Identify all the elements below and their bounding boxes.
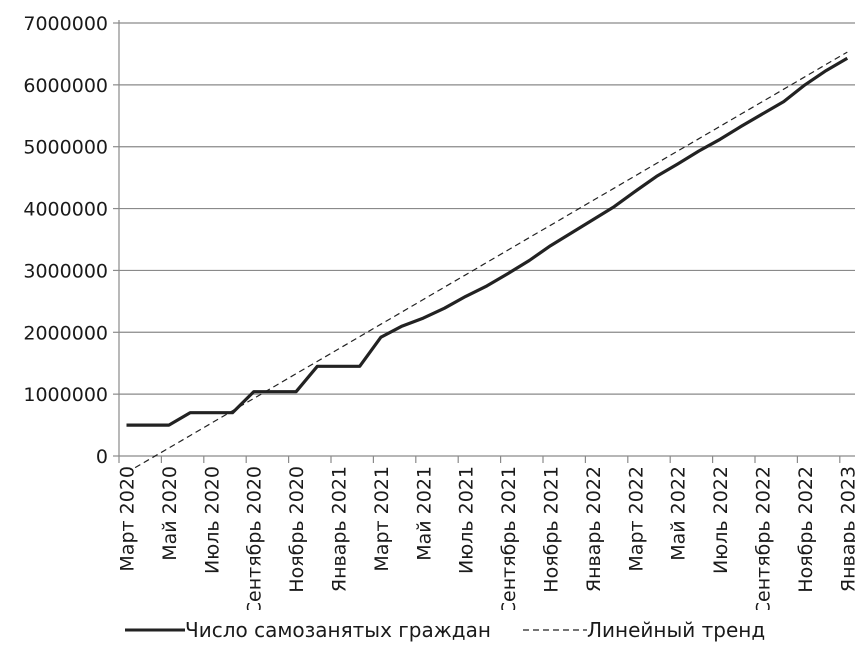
- legend-label-series-0: Число самозанятых граждан: [185, 618, 491, 642]
- series-line: [126, 56, 849, 427]
- x-tick-label: Май 2020: [159, 466, 181, 561]
- y-tick-label: 3000000: [23, 260, 108, 282]
- line-chart: 0 1000000 2000000 3000000 4000000 5000000 6000…: [23, 13, 855, 610]
- x-tick-label: Июль 2022: [710, 466, 732, 574]
- legend-item-series-1: Линейный тренд: [523, 610, 765, 650]
- x-tick-label: Март 2022: [625, 466, 647, 572]
- legend-swatch-solid: [125, 628, 185, 632]
- legend-item-series-0: Число самозанятых граждан: [125, 610, 491, 650]
- axes: [113, 20, 855, 463]
- y-tick-label: 6000000: [23, 75, 108, 97]
- y-tick-labels: 0 1000000 2000000 3000000 4000000 5000000 6000…: [23, 13, 108, 468]
- y-tick-label: 1000000: [23, 384, 108, 406]
- x-tick-label: Март 2021: [371, 466, 393, 572]
- x-tick-label: Ноябрь 2022: [795, 466, 817, 593]
- y-tick-label: 7000000: [23, 13, 108, 35]
- legend: Число самозанятых граждан Линейный тренд: [0, 610, 855, 650]
- x-tick-label: Май 2021: [413, 466, 435, 561]
- trend-line: [129, 51, 848, 470]
- x-tick-label: Ноябрь 2020: [286, 466, 308, 593]
- x-tick-label: Июль 2020: [201, 466, 223, 574]
- x-tick-label: Сентябрь 2020: [244, 466, 266, 610]
- legend-label-series-1: Линейный тренд: [587, 618, 766, 642]
- x-tick-labels: Март 2020 Май 2020 Июль 2020 Сентябрь 2020 Н…: [117, 466, 855, 610]
- series-lines: [126, 51, 849, 470]
- x-tick-label: Ноябрь 2021: [541, 466, 563, 593]
- grid-lines: [119, 22, 855, 395]
- x-tick-label: Январь 2021: [329, 466, 351, 592]
- x-tick-label: Январь 2023: [837, 466, 855, 592]
- y-tick-label: 4000000: [23, 199, 108, 221]
- x-tick-label: Сентябрь 2021: [498, 466, 520, 610]
- x-tick-label: Июль 2021: [456, 466, 478, 574]
- x-tick-label: Сентябрь 2022: [753, 466, 775, 610]
- legend-swatch-dashed: [523, 629, 587, 631]
- y-tick-label: 0: [96, 446, 108, 468]
- y-tick-label: 2000000: [23, 322, 108, 344]
- x-tick-label: Март 2020: [117, 466, 139, 572]
- x-tick-label: Январь 2022: [583, 466, 605, 592]
- x-tick-label: Май 2022: [668, 466, 690, 561]
- y-tick-label: 5000000: [23, 137, 108, 159]
